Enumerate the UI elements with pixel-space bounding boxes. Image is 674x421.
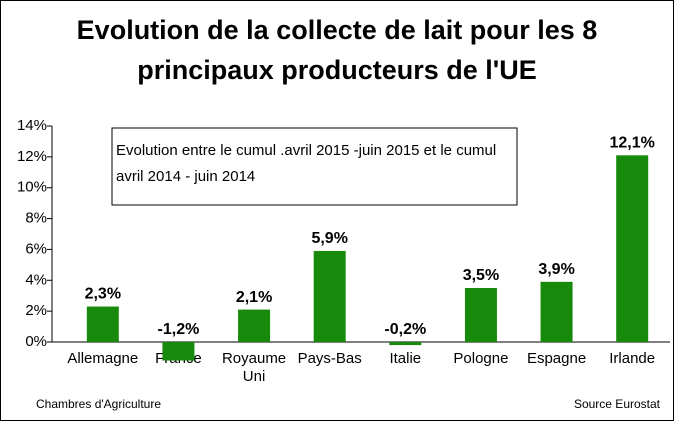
x-tick-label: Espagne bbox=[526, 350, 587, 367]
x-tick-label: Irlande bbox=[609, 350, 656, 367]
y-tick-label: 12% bbox=[17, 148, 47, 165]
x-tick-holder: Italie bbox=[389, 350, 422, 367]
annotation-box bbox=[111, 127, 518, 206]
x-tick-label: Pays-Bas bbox=[297, 350, 362, 367]
bar bbox=[540, 281, 573, 342]
x-tick-holder: Espagne bbox=[526, 350, 587, 367]
bar bbox=[464, 288, 497, 342]
annotation-holder: Evolution entre le cumul .avril 2015 -ju… bbox=[116, 142, 497, 185]
y-tick-label: 10% bbox=[17, 179, 47, 196]
x-tick-holder: Pays-Bas bbox=[297, 350, 362, 367]
x-tick-holder: Royaume Uni bbox=[221, 350, 287, 385]
title-box: Evolution de la collecte de lait pour le… bbox=[76, 15, 598, 85]
annotation: Evolution entre le cumul .avril 2015 -ju… bbox=[116, 142, 497, 185]
value-label: -0,2% bbox=[384, 321, 426, 338]
y-tick-label: 4% bbox=[25, 271, 47, 288]
x-tick-label: Pologne bbox=[453, 350, 509, 367]
value-label: 3,5% bbox=[463, 267, 499, 284]
source-left: Chambres d'Agriculture bbox=[36, 397, 161, 411]
x-tick-holder: Pologne bbox=[453, 350, 509, 367]
y-tick-label: 0% bbox=[25, 333, 47, 350]
bar bbox=[162, 342, 195, 361]
y-tick-label: 8% bbox=[25, 210, 47, 227]
y-tick-label: 6% bbox=[25, 240, 47, 257]
x-tick-holder: Irlande bbox=[609, 350, 656, 367]
source-right: Source Eurostat bbox=[574, 397, 661, 411]
x-tick-label: Italie bbox=[389, 350, 422, 367]
bar bbox=[313, 250, 346, 342]
value-label: 3,9% bbox=[538, 261, 574, 278]
bar bbox=[238, 309, 271, 342]
y-tick-label: 14% bbox=[17, 117, 47, 134]
value-label: 12,1% bbox=[610, 135, 655, 152]
bar bbox=[86, 306, 119, 342]
y-tick-label: 2% bbox=[25, 302, 47, 319]
x-tick-label: Allemagne bbox=[67, 350, 139, 367]
bar bbox=[389, 342, 422, 346]
value-label: 2,1% bbox=[236, 289, 272, 306]
chart-title: Evolution de la collecte de lait pour le… bbox=[76, 15, 598, 85]
x-tick-label: Royaume Uni bbox=[221, 350, 287, 385]
x-tick-holder: Allemagne bbox=[67, 350, 139, 367]
value-label: -1,2% bbox=[158, 321, 200, 338]
bar bbox=[616, 155, 649, 342]
value-label: 2,3% bbox=[85, 286, 121, 303]
value-label: 5,9% bbox=[311, 230, 347, 247]
